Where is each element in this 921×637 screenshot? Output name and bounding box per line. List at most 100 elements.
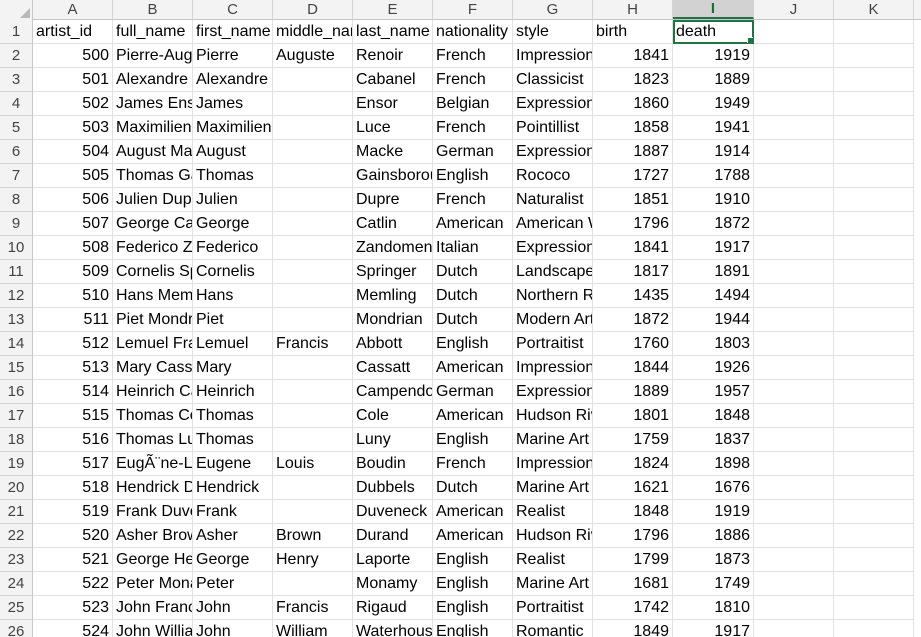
cell-j8[interactable]: [754, 188, 834, 212]
cell-j12[interactable]: [754, 284, 834, 308]
cell-c15[interactable]: Mary: [193, 356, 273, 380]
cell-d7[interactable]: [273, 164, 353, 188]
fill-handle[interactable]: [747, 37, 753, 43]
cell-g24[interactable]: Marine Art: [513, 572, 593, 596]
cell-i9[interactable]: 1872: [673, 212, 754, 236]
cell-g13[interactable]: Modern Art: [513, 308, 593, 332]
cell-h13[interactable]: 1872: [593, 308, 673, 332]
cell-i24[interactable]: 1749: [673, 572, 754, 596]
column-header-h[interactable]: H: [593, 0, 673, 19]
cell-e26[interactable]: Waterhouse: [353, 620, 433, 637]
cell-a12[interactable]: 510: [33, 284, 113, 308]
cell-b12[interactable]: Hans Memling: [113, 284, 193, 308]
cell-g1[interactable]: style: [513, 20, 593, 44]
row-header[interactable]: 2: [0, 44, 33, 68]
cell-k6[interactable]: [834, 140, 914, 164]
cell-h7[interactable]: 1727: [593, 164, 673, 188]
cell-d20[interactable]: [273, 476, 353, 500]
cell-d14[interactable]: Francis: [273, 332, 353, 356]
row-header[interactable]: 18: [0, 428, 33, 452]
cell-f23[interactable]: English: [433, 548, 513, 572]
cell-b6[interactable]: August Macke: [113, 140, 193, 164]
row-header[interactable]: 11: [0, 260, 33, 284]
cell-h24[interactable]: 1681: [593, 572, 673, 596]
cell-d13[interactable]: [273, 308, 353, 332]
cell-g23[interactable]: Realist: [513, 548, 593, 572]
cell-k1[interactable]: [834, 20, 914, 44]
cell-c16[interactable]: Heinrich: [193, 380, 273, 404]
cell-a21[interactable]: 519: [33, 500, 113, 524]
cell-k15[interactable]: [834, 356, 914, 380]
cell-b20[interactable]: Hendrick Dubbels: [113, 476, 193, 500]
cell-a18[interactable]: 516: [33, 428, 113, 452]
cell-j4[interactable]: [754, 92, 834, 116]
cell-f14[interactable]: English: [433, 332, 513, 356]
cell-f17[interactable]: American: [433, 404, 513, 428]
cell-e4[interactable]: Ensor: [353, 92, 433, 116]
cell-j13[interactable]: [754, 308, 834, 332]
cell-g8[interactable]: Naturalist: [513, 188, 593, 212]
cell-f2[interactable]: French: [433, 44, 513, 68]
cell-c22[interactable]: Asher: [193, 524, 273, 548]
cell-d1[interactable]: middle_name: [273, 20, 353, 44]
cell-i15[interactable]: 1926: [673, 356, 754, 380]
cell-i6[interactable]: 1914: [673, 140, 754, 164]
cell-b21[interactable]: Frank Duveneck: [113, 500, 193, 524]
cell-e5[interactable]: Luce: [353, 116, 433, 140]
cell-j6[interactable]: [754, 140, 834, 164]
cell-b22[interactable]: Asher Brown Durand: [113, 524, 193, 548]
cell-d4[interactable]: [273, 92, 353, 116]
cell-h26[interactable]: 1849: [593, 620, 673, 637]
row-header[interactable]: 21: [0, 500, 33, 524]
cell-e11[interactable]: Springer: [353, 260, 433, 284]
cell-e19[interactable]: Boudin: [353, 452, 433, 476]
cell-b1[interactable]: full_name: [113, 20, 193, 44]
cell-f1[interactable]: nationality: [433, 20, 513, 44]
row-header[interactable]: 7: [0, 164, 33, 188]
cell-e12[interactable]: Memling: [353, 284, 433, 308]
cell-k19[interactable]: [834, 452, 914, 476]
row-header[interactable]: 15: [0, 356, 33, 380]
cell-d8[interactable]: [273, 188, 353, 212]
cell-d18[interactable]: [273, 428, 353, 452]
cell-i18[interactable]: 1837: [673, 428, 754, 452]
row-header[interactable]: 1: [0, 20, 33, 44]
cell-j3[interactable]: [754, 68, 834, 92]
row-header[interactable]: 9: [0, 212, 33, 236]
cell-d15[interactable]: [273, 356, 353, 380]
cell-b19[interactable]: EugÃ¨ne-Louis Boudin: [113, 452, 193, 476]
cell-i21[interactable]: 1919: [673, 500, 754, 524]
cell-e2[interactable]: Renoir: [353, 44, 433, 68]
cell-b16[interactable]: Heinrich Campendonk: [113, 380, 193, 404]
cell-a6[interactable]: 504: [33, 140, 113, 164]
cell-b7[interactable]: Thomas Gainsborough: [113, 164, 193, 188]
cell-b24[interactable]: Peter Monamy: [113, 572, 193, 596]
cell-c1[interactable]: first_name: [193, 20, 273, 44]
cell-k20[interactable]: [834, 476, 914, 500]
row-header[interactable]: 4: [0, 92, 33, 116]
cell-j24[interactable]: [754, 572, 834, 596]
cell-c9[interactable]: George: [193, 212, 273, 236]
cell-c17[interactable]: Thomas: [193, 404, 273, 428]
cell-k12[interactable]: [834, 284, 914, 308]
row-header[interactable]: 24: [0, 572, 33, 596]
cell-i1[interactable]: death: [673, 20, 754, 44]
cell-g18[interactable]: Marine Art: [513, 428, 593, 452]
cell-j21[interactable]: [754, 500, 834, 524]
cell-b26[interactable]: John William Waterhouse: [113, 620, 193, 637]
cell-e17[interactable]: Cole: [353, 404, 433, 428]
cell-k3[interactable]: [834, 68, 914, 92]
cell-j26[interactable]: [754, 620, 834, 637]
column-header-f[interactable]: F: [433, 0, 513, 19]
cell-k17[interactable]: [834, 404, 914, 428]
cell-a11[interactable]: 509: [33, 260, 113, 284]
cell-k21[interactable]: [834, 500, 914, 524]
cell-b11[interactable]: Cornelis Springer: [113, 260, 193, 284]
cell-f13[interactable]: Dutch: [433, 308, 513, 332]
cell-i11[interactable]: 1891: [673, 260, 754, 284]
cell-e23[interactable]: Laporte: [353, 548, 433, 572]
column-header-j[interactable]: J: [754, 0, 834, 19]
cell-e21[interactable]: Duveneck: [353, 500, 433, 524]
cell-k2[interactable]: [834, 44, 914, 68]
cell-g12[interactable]: Northern Renaissance: [513, 284, 593, 308]
